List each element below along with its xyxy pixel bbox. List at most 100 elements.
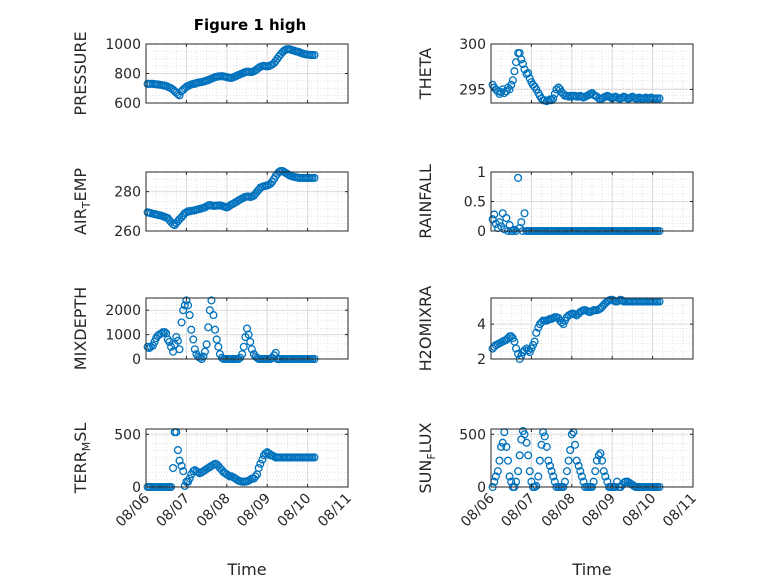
mixdepth-ytick-label: 2000 — [105, 303, 141, 319]
rainfall-ytick-label: 0.5 — [464, 195, 486, 211]
theta-point — [518, 59, 527, 69]
mixdepth-point — [200, 347, 210, 356]
sun_flux-point — [534, 472, 543, 481]
sun_flux-point — [502, 442, 511, 451]
sun_flux-point — [576, 467, 585, 476]
air_temp-ytick-label: 280 — [114, 185, 141, 201]
pressure-ytick-label: 1000 — [105, 37, 141, 53]
sun_flux-xtick-label: 08/11 — [660, 491, 700, 531]
mixdepth-point — [189, 335, 198, 344]
mixdepth-point — [187, 325, 196, 334]
terr_msl-axes: 0 500 TERRMSL 08/06 08/07 08/08 08/09 08/10 08/1… — [71, 423, 355, 579]
mixdepth-point — [199, 352, 208, 361]
mixdepth-point — [244, 330, 253, 339]
theta-axes-box — [490, 43, 694, 104]
mixdepth-point — [209, 311, 218, 320]
sun_flux-point — [514, 467, 523, 476]
mixdepth-ytick-label: 0 — [132, 352, 141, 368]
mixdepth-point — [204, 323, 213, 332]
sun_flux-point — [515, 451, 524, 460]
sun_flux-point — [542, 442, 551, 451]
sun_flux-xtick-label: 08/09 — [579, 491, 619, 531]
terr_msl-point — [177, 461, 186, 470]
air_temp-ylabel: AIRTEMP — [71, 168, 93, 235]
terr_msl-point — [256, 459, 265, 468]
sun_flux-point — [491, 472, 500, 481]
theta-ytick-label: 295 — [459, 82, 486, 98]
rainfall-ylabel: RAINFALL — [416, 164, 435, 239]
sun_flux-axes-box — [490, 428, 694, 488]
mixdepth-point — [246, 337, 255, 346]
sun_flux-point — [562, 467, 571, 476]
mixdepth-point — [172, 332, 181, 342]
rainfall-point — [510, 225, 519, 234]
sun_flux-point — [495, 456, 504, 465]
rainfall-point — [520, 209, 529, 218]
terr_msl-axes-box — [145, 428, 349, 488]
mixdepth-point — [238, 350, 247, 359]
sun_flux-xtick-label: 08/07 — [498, 491, 538, 531]
mixdepth-point — [150, 337, 159, 346]
terr_msl-ylabel: TERRMSL — [71, 423, 93, 495]
pressure-point — [175, 91, 184, 100]
mixdepth-axes: 0 1000 2000 MIXDEPTH — [71, 287, 349, 370]
sun_flux-point — [566, 446, 575, 455]
h2omixra-ytick-label: 2 — [477, 352, 486, 368]
terr_msl-ytick-label: 0 — [132, 480, 141, 496]
sun_flux-point — [535, 456, 544, 465]
sun_flux-point — [598, 456, 607, 465]
theta-point — [510, 67, 519, 76]
terr_msl-xlabel: Time — [226, 560, 266, 579]
mixdepth-axes-box — [145, 297, 349, 360]
sun_flux-point — [537, 440, 546, 449]
air_temp-axes-box — [145, 171, 349, 232]
h2omixra-axes: 2 4 H2OMIXRA — [416, 286, 694, 372]
sun_flux-point — [579, 477, 588, 486]
air_temp-point — [310, 173, 319, 182]
mixdepth-point — [160, 328, 169, 337]
sun_flux-point — [592, 456, 601, 465]
sun_flux-point — [572, 456, 581, 465]
h2omixra-point — [511, 344, 521, 353]
sun_flux-xtick-label: 08/06 — [458, 490, 498, 530]
sun_flux-point — [550, 477, 559, 486]
sun_flux-point — [540, 432, 549, 441]
sun_flux-point — [591, 467, 600, 476]
terr_msl-point — [310, 453, 319, 462]
terr_msl-point — [254, 463, 263, 473]
h2omixra-point — [530, 337, 539, 346]
sun_flux-point — [493, 467, 502, 476]
terr_msl-point — [179, 467, 188, 476]
terr_msl-point — [194, 468, 203, 477]
sun_flux-point — [570, 440, 580, 449]
rainfall-point — [495, 218, 504, 227]
sun_flux-point — [601, 472, 610, 481]
mixdepth-point — [207, 296, 216, 305]
terr_msl-xtick-label: 08/06 — [113, 490, 153, 530]
terr_msl-xtick-label: 08/09 — [234, 491, 274, 531]
rainfall-ytick-label: 1 — [477, 165, 486, 181]
pressure-point — [310, 51, 319, 60]
h2omixra-ylabel: H2OMIXRA — [416, 286, 435, 372]
terr_msl-xtick-label: 08/11 — [315, 491, 355, 531]
terr_msl-ytick-label: 500 — [114, 427, 141, 443]
sun_flux-ytick-label: 0 — [477, 480, 486, 496]
h2omixra-ytick-label: 4 — [477, 317, 486, 333]
air_temp-ytick-label: 260 — [114, 224, 141, 240]
sun_flux-point — [574, 461, 583, 470]
sun_flux-ylabel: SUNFLUX — [416, 422, 438, 493]
sun_flux-point — [532, 481, 541, 491]
air_temp-axes: 260 280 AIRTEMP — [71, 166, 349, 240]
mixdepth-point — [247, 345, 256, 354]
theta-axes: 295 300 THETA — [416, 37, 694, 106]
pressure-axes: 600 800 1000 PRESSURE — [71, 31, 349, 116]
terr_msl-xtick-label: 08/08 — [194, 491, 234, 531]
mixdepth-point — [214, 342, 223, 351]
mixdepth-point — [180, 301, 189, 310]
mixdepth-point — [173, 336, 182, 345]
theta-point — [655, 94, 664, 103]
mixdepth-point — [202, 340, 211, 349]
sun_flux-point — [520, 430, 529, 439]
terr_msl-point — [251, 472, 260, 481]
